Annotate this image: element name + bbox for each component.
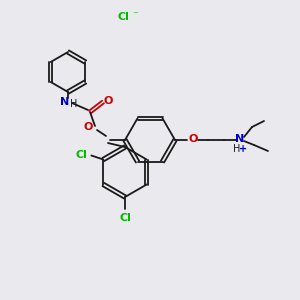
Text: N: N bbox=[60, 97, 70, 107]
Text: O: O bbox=[188, 134, 198, 144]
Text: N: N bbox=[236, 134, 244, 144]
Text: ⁻: ⁻ bbox=[132, 10, 138, 20]
Text: +: + bbox=[239, 144, 247, 154]
Text: O: O bbox=[103, 96, 113, 106]
Text: Cl: Cl bbox=[119, 213, 131, 223]
Text: H: H bbox=[233, 144, 241, 154]
Text: H: H bbox=[70, 99, 78, 109]
Text: O: O bbox=[83, 122, 93, 132]
Text: Cl: Cl bbox=[118, 12, 130, 22]
Text: Cl: Cl bbox=[75, 149, 87, 160]
